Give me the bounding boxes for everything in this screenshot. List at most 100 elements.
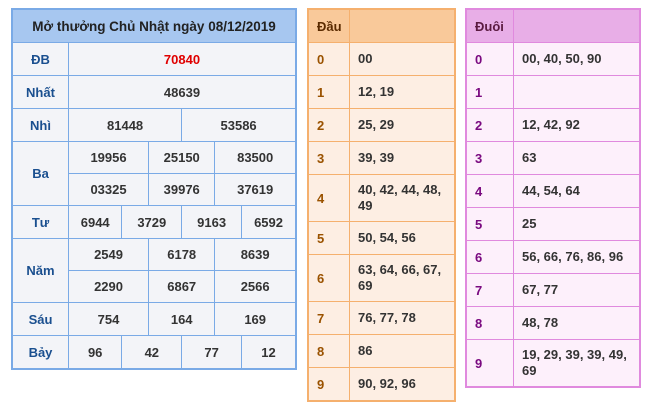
duoi-row: 2 12, 42, 92 xyxy=(465,108,641,142)
prize-number: 754 xyxy=(67,302,150,336)
prize-number: 164 xyxy=(148,302,216,336)
prize-number: 2290 xyxy=(67,270,150,303)
prize-row-fifth-2: 2290 6867 2566 xyxy=(12,270,297,303)
duoi-row: 0 00, 40, 50, 90 xyxy=(465,42,641,76)
dau-value: 25, 29 xyxy=(349,108,456,142)
prize-label: Năm xyxy=(11,238,69,303)
prize-row-sixth: Sáu 754 164 169 xyxy=(11,302,297,336)
dau-value: 63, 64, 66, 67, 69 xyxy=(349,254,456,302)
duoi-row: 1 xyxy=(465,75,641,109)
prize-number: 6592 xyxy=(241,205,297,239)
prize-row-fifth: Năm 2549 6178 8639 xyxy=(11,238,297,303)
prize-row-third: Ba 19956 25150 83500 xyxy=(11,141,297,206)
dau-row: 9 90, 92, 96 xyxy=(307,367,456,402)
duoi-key: 3 xyxy=(465,141,514,175)
dau-value: 86 xyxy=(349,334,456,368)
prize-number: 6178 xyxy=(148,238,216,271)
prize-number: 3729 xyxy=(121,205,183,239)
dau-key: 6 xyxy=(307,254,350,302)
dau-key: 7 xyxy=(307,301,350,335)
prize-label: Nhì xyxy=(11,108,69,142)
prize-label: ĐB xyxy=(11,42,69,76)
prize-row-first: Nhất 48639 xyxy=(11,75,297,109)
prize-number: 03325 xyxy=(67,173,150,206)
prize-number: 39976 xyxy=(148,173,216,206)
prize-label: Tư xyxy=(11,205,69,239)
dau-row: 2 25, 29 xyxy=(307,108,456,142)
prize-number: 83500 xyxy=(214,141,297,174)
prize-number: 6867 xyxy=(148,270,216,303)
duoi-value: 25 xyxy=(513,207,641,241)
dau-row: 5 50, 54, 56 xyxy=(307,221,456,255)
duoi-row: 3 63 xyxy=(465,141,641,175)
duoi-key: 0 xyxy=(465,42,514,76)
prize-number: 9163 xyxy=(181,205,243,239)
prize-row-second: Nhì 81448 53586 xyxy=(11,108,297,142)
dau-row: 7 76, 77, 78 xyxy=(307,301,456,335)
duoi-key: 2 xyxy=(465,108,514,142)
prize-number: 19956 xyxy=(67,141,150,174)
prize-row-third-2: 03325 39976 37619 xyxy=(12,173,297,206)
special-prize-number: 70840 xyxy=(68,42,297,76)
duoi-key: 4 xyxy=(465,174,514,208)
dau-header-value xyxy=(349,8,456,43)
prize-row-seventh: Bảy 96 42 77 12 xyxy=(11,335,297,370)
results-title: Mở thưởng Chủ Nhật ngày 08/12/2019 xyxy=(11,8,297,43)
prize-row-special: ĐB 70840 xyxy=(11,42,297,76)
dau-row: 1 12, 19 xyxy=(307,75,456,109)
duoi-value: 19, 29, 39, 39, 49, 69 xyxy=(513,339,641,388)
duoi-key: 8 xyxy=(465,306,514,340)
prize-number: 6944 xyxy=(67,205,123,239)
dau-value: 39, 39 xyxy=(349,141,456,175)
duoi-value: 56, 66, 76, 86, 96 xyxy=(513,240,641,274)
prize-number: 96 xyxy=(67,335,123,370)
dau-row: 0 00 xyxy=(307,42,456,76)
prize-number: 77 xyxy=(181,335,243,370)
duoi-key: 7 xyxy=(465,273,514,307)
duoi-row: 7 67, 77 xyxy=(465,273,641,307)
duoi-row: 4 44, 54, 64 xyxy=(465,174,641,208)
duoi-value: 12, 42, 92 xyxy=(513,108,641,142)
dau-value: 12, 19 xyxy=(349,75,456,109)
prize-number: 48639 xyxy=(68,75,297,109)
duoi-header-value xyxy=(513,8,641,43)
duoi-row: 8 48, 78 xyxy=(465,306,641,340)
duoi-key: 5 xyxy=(465,207,514,241)
duoi-value: 48, 78 xyxy=(513,306,641,340)
prize-label: Sáu xyxy=(11,302,69,336)
dau-key: 9 xyxy=(307,367,350,402)
prize-number: 42 xyxy=(121,335,183,370)
dau-value: 00 xyxy=(349,42,456,76)
prize-number: 169 xyxy=(214,302,297,336)
prize-number: 12 xyxy=(241,335,297,370)
head-digit-table: Đầu 0 00 1 12, 19 2 25, 29 3 39, 39 4 40, 42,… xyxy=(307,8,456,402)
dau-row: 4 40, 42, 44, 48, 49 xyxy=(307,174,456,222)
prize-row-fourth: Tư 6944 3729 9163 6592 xyxy=(11,205,297,239)
dau-key: 1 xyxy=(307,75,350,109)
prize-number: 2549 xyxy=(67,238,150,271)
duoi-row: 9 19, 29, 39, 39, 49, 69 xyxy=(465,339,641,388)
dau-value: 90, 92, 96 xyxy=(349,367,456,402)
lottery-results-table: Mở thưởng Chủ Nhật ngày 08/12/2019 ĐB 70… xyxy=(11,8,297,370)
duoi-row: 6 56, 66, 76, 86, 96 xyxy=(465,240,641,274)
dau-value: 50, 54, 56 xyxy=(349,221,456,255)
duoi-value xyxy=(513,75,641,109)
duoi-value: 67, 77 xyxy=(513,273,641,307)
dau-key: 5 xyxy=(307,221,350,255)
prize-label: Nhất xyxy=(11,75,69,109)
duoi-key: 1 xyxy=(465,75,514,109)
prize-number: 25150 xyxy=(148,141,216,174)
duoi-header: Đuôi xyxy=(465,8,514,43)
dau-key: 0 xyxy=(307,42,350,76)
dau-key: 3 xyxy=(307,141,350,175)
dau-row: 6 63, 64, 66, 67, 69 xyxy=(307,254,456,302)
duoi-value: 63 xyxy=(513,141,641,175)
prize-label: Ba xyxy=(11,141,69,206)
tail-digit-table: Đuôi 0 00, 40, 50, 90 1 2 12, 42, 92 3 63 4… xyxy=(465,8,641,388)
prize-number: 8639 xyxy=(214,238,297,271)
dau-value: 40, 42, 44, 48, 49 xyxy=(349,174,456,222)
dau-key: 4 xyxy=(307,174,350,222)
dau-key: 8 xyxy=(307,334,350,368)
prize-label: Bảy xyxy=(11,335,69,370)
duoi-row: 5 25 xyxy=(465,207,641,241)
